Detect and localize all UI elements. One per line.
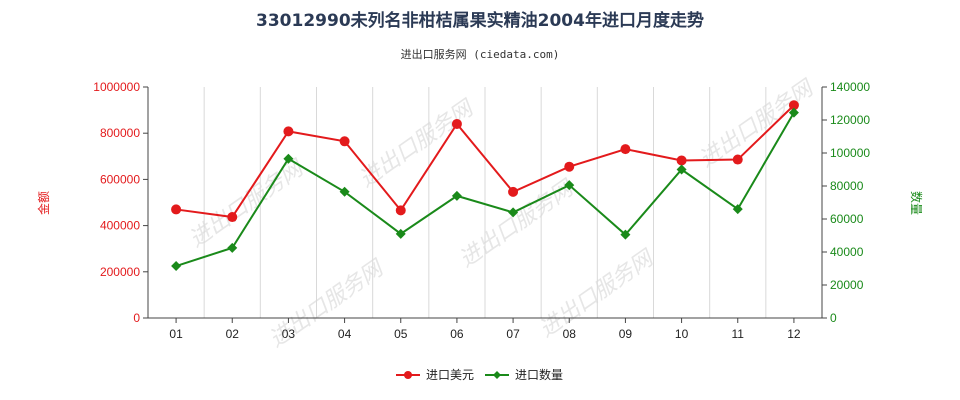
data-point-2 — [339, 186, 350, 197]
data-point-1 — [564, 161, 575, 172]
x-tick-label: 04 — [338, 327, 352, 341]
x-tick-label: 06 — [450, 327, 464, 341]
x-tick-label: 08 — [563, 327, 577, 341]
chart-subtitle: 进出口服务网 (ciedata.com) — [401, 47, 560, 61]
y-left-tick-label: 0 — [133, 311, 140, 325]
data-point-1 — [227, 212, 238, 223]
y-right-tick-label: 20000 — [830, 278, 864, 292]
legend-label-1: 进口美元 — [426, 368, 474, 382]
data-point-2 — [283, 153, 294, 164]
data-point-2 — [395, 228, 406, 239]
y-left-tick-label: 1000000 — [93, 80, 140, 94]
x-tick-label: 07 — [506, 327, 520, 341]
series-line-2 — [175, 112, 795, 267]
legend-marker-1 — [404, 371, 412, 379]
data-point-1 — [508, 186, 519, 197]
data-point-2 — [732, 204, 743, 215]
data-point-1 — [283, 126, 294, 137]
x-tick-label: 01 — [169, 327, 183, 341]
y-right-tick-label: 80000 — [830, 179, 864, 193]
y-right-tick-label: 0 — [830, 311, 837, 325]
y-left-tick-label: 400000 — [100, 219, 140, 233]
data-point-2 — [451, 190, 462, 201]
x-tick-label: 12 — [787, 327, 801, 341]
data-point-1 — [171, 204, 182, 215]
data-point-1 — [339, 136, 350, 147]
y-left-tick-label: 800000 — [100, 126, 140, 140]
y-right-tick-label: 100000 — [830, 146, 870, 160]
x-tick-label: 09 — [619, 327, 633, 341]
data-point-2 — [171, 261, 182, 272]
data-point-1 — [732, 154, 743, 165]
data-point-2 — [676, 164, 687, 175]
legend: 进口美元 进口数量 — [396, 367, 563, 382]
data-point-1 — [676, 155, 687, 166]
data-point-2 — [620, 229, 631, 240]
legend-marker-2 — [493, 371, 501, 379]
data-point-2 — [508, 207, 519, 218]
data-point-2 — [564, 180, 575, 191]
data-point-1 — [395, 205, 406, 216]
y-axis-right-label: 数量 — [909, 191, 924, 215]
watermark-text: 进出口服务网 — [695, 75, 820, 173]
x-tick-label: 05 — [394, 327, 408, 341]
y-right-tick-label: 120000 — [830, 113, 870, 127]
legend-label-2: 进口数量 — [515, 367, 563, 382]
x-tick-label: 11 — [732, 327, 745, 341]
data-point-1 — [788, 100, 799, 111]
y-right-tick-label: 40000 — [830, 245, 864, 259]
data-point-2 — [227, 242, 238, 253]
x-tick-label: 10 — [675, 327, 689, 341]
axes-layer: 0 200000 400000 600000 800000 1000000 0 20000 40… — [93, 80, 870, 341]
data-point-2 — [788, 107, 799, 118]
data-point-1 — [451, 118, 462, 129]
chart-title: 33012990未列名非柑桔属果实精油2004年进口月度走势 — [256, 10, 704, 31]
y-right-tick-label: 140000 — [830, 80, 870, 94]
y-right-tick-label: 60000 — [830, 212, 864, 226]
x-tick-label: 02 — [226, 327, 240, 341]
series-layer — [171, 100, 799, 272]
y-axis-left-label: 金额 — [36, 191, 51, 215]
y-left-tick-label: 600000 — [100, 172, 140, 186]
y-left-tick-label: 200000 — [100, 265, 140, 279]
x-tick-label: 03 — [282, 327, 296, 341]
data-point-1 — [620, 144, 631, 155]
series-line-1 — [175, 104, 795, 219]
